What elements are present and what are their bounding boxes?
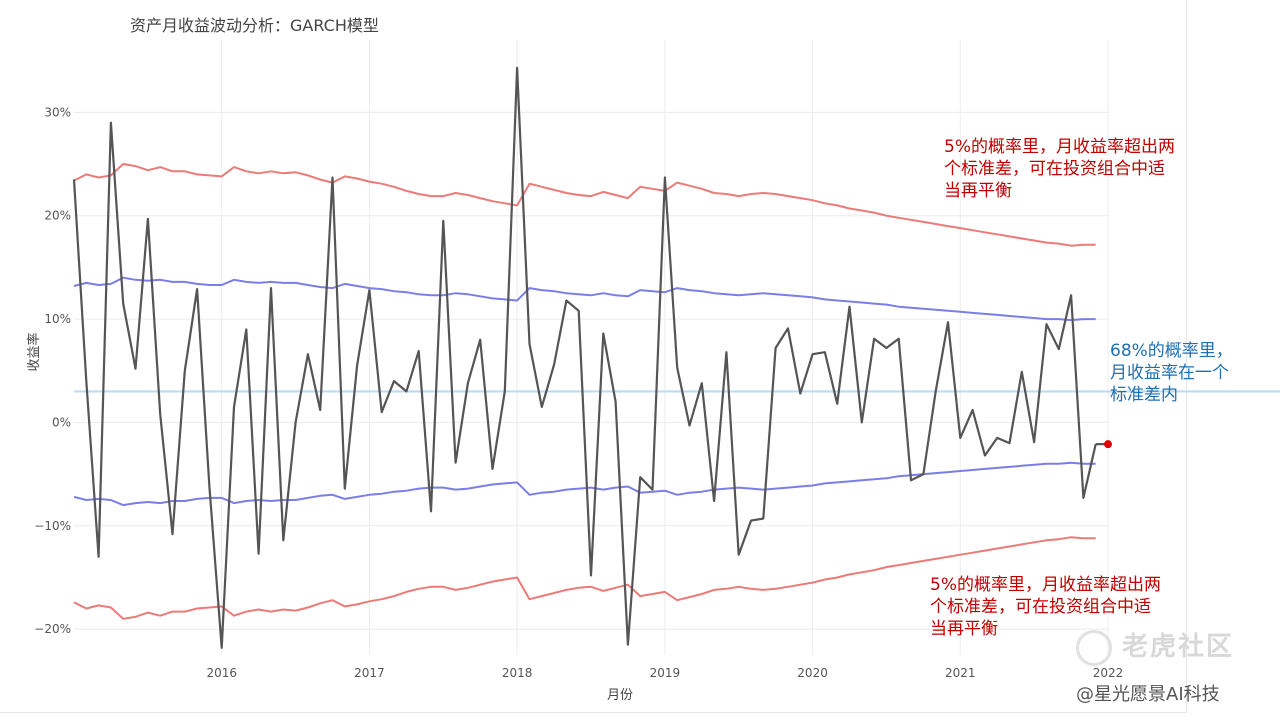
- series-line: [73, 163, 1096, 247]
- x-tick-label: 2021: [945, 666, 976, 680]
- x-tick-label: 2017: [354, 666, 385, 680]
- chart-frame: [0, 0, 1187, 713]
- grid-layer: [74, 40, 1109, 655]
- annotation-line: 5%的概率里，月收益率超出两: [930, 575, 1161, 595]
- series-layer: [72, 66, 1112, 649]
- x-tick-label: 2018: [502, 666, 533, 680]
- y-tick-label: 30%: [44, 105, 71, 119]
- y-tick-label: −20%: [34, 622, 71, 636]
- annotation-line: 个标准差，可在投资组合中适: [930, 597, 1151, 617]
- watermark-logo-icon: [1076, 630, 1112, 666]
- series-line: [73, 276, 1096, 322]
- series-line: [73, 461, 1096, 507]
- annotation-line: 当再平衡: [944, 181, 1012, 201]
- series-line: [73, 536, 1096, 620]
- y-tick-label: 20%: [44, 209, 71, 223]
- y-tick-label: −10%: [34, 519, 71, 533]
- y-axis-label: 收益率: [26, 332, 42, 371]
- watermark-brand: 老虎社区: [1122, 632, 1235, 662]
- annotation-top-red: 5%的概率里，月收益率超出两 个标准差，可在投资组合中适 当再平衡: [944, 136, 1175, 202]
- annotation-line: 个标准差，可在投资组合中适: [944, 159, 1165, 179]
- y-axis-ticks: 30% 20% 10% 0% −10% −20%: [34, 105, 71, 636]
- annotation-line: 当再平衡: [930, 619, 998, 639]
- highlight-point: [1104, 440, 1112, 449]
- x-tick-label: 2020: [797, 666, 828, 680]
- annotation-bottom-red: 5%的概率里，月收益率超出两 个标准差，可在投资组合中适 当再平衡: [930, 574, 1161, 640]
- x-tick-label: 2019: [650, 666, 681, 680]
- y-tick-label: 0%: [52, 415, 71, 429]
- chart-title: 资产月收益波动分析：GARCH模型: [130, 16, 379, 35]
- x-tick-label: 2022: [1093, 666, 1124, 680]
- x-axis-label: 月份: [607, 688, 633, 703]
- x-tick-label: 2016: [206, 666, 237, 680]
- annotation-mid-blue: 68%的概率里， 月收益率在一个 标准差内: [1110, 340, 1233, 406]
- watermark-author: @星光愿景AI科技: [1076, 684, 1220, 705]
- y-tick-label: 10%: [44, 312, 71, 326]
- annotation-line: 5%的概率里，月收益率超出两: [944, 137, 1175, 157]
- annotation-line: 月收益率在一个: [1110, 363, 1229, 383]
- series-line: [72, 66, 1097, 649]
- annotation-line: 标准差内: [1110, 385, 1178, 405]
- x-axis-ticks: 2016 2017 2018 2019 2020 2021 2022: [206, 666, 1123, 680]
- annotation-line: 68%的概率里，: [1110, 341, 1233, 361]
